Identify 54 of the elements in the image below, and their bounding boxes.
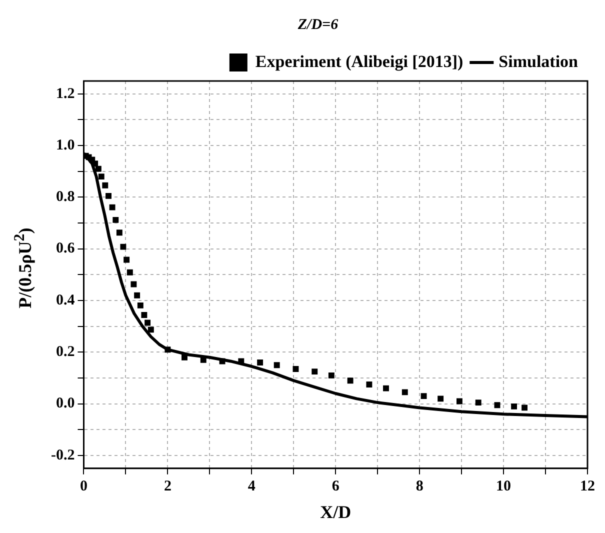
- point: [182, 354, 188, 360]
- x-tick-label: 10: [496, 478, 512, 494]
- point: [95, 166, 102, 172]
- point: [144, 320, 151, 326]
- point: [102, 182, 108, 188]
- point: [130, 281, 137, 288]
- x-tick-label: 4: [248, 478, 256, 494]
- x-tick-label: 0: [80, 478, 88, 494]
- point: [438, 396, 444, 402]
- y-tick-label: -0.2: [50, 447, 75, 464]
- point: [292, 366, 299, 372]
- legend-label: Simulation: [498, 52, 579, 71]
- legend-label: Experiment (Alibeigi [2013]): [255, 52, 464, 71]
- point: [219, 358, 226, 364]
- point: [347, 378, 354, 384]
- point: [274, 362, 280, 368]
- point: [137, 302, 144, 308]
- x-axis-title: X/D: [320, 502, 352, 522]
- y-tick-label: 0.2: [56, 344, 75, 360]
- point: [511, 403, 518, 410]
- x-tick-label: 8: [416, 478, 424, 494]
- point: [312, 368, 318, 375]
- y-tick-label: 0.6: [56, 240, 76, 257]
- point: [383, 385, 389, 392]
- point: [141, 312, 148, 318]
- point: [402, 389, 408, 396]
- point: [124, 256, 130, 263]
- point: [126, 269, 133, 276]
- point: [98, 174, 104, 180]
- point: [522, 404, 528, 411]
- point: [134, 292, 140, 298]
- point: [456, 398, 462, 404]
- y-tick-label: 0.8: [56, 189, 75, 206]
- y-tick-label: 0.0: [56, 396, 75, 412]
- point: [116, 230, 122, 236]
- point: [112, 216, 119, 223]
- point: [328, 372, 334, 378]
- point: [366, 381, 372, 388]
- point: [420, 393, 427, 400]
- point: [475, 400, 482, 406]
- y-tick-label: 1.2: [56, 86, 75, 102]
- point: [106, 192, 112, 199]
- point: [109, 204, 116, 210]
- y-tick-label: 1.0: [56, 137, 75, 154]
- point: [494, 402, 500, 408]
- x-tick-label: 12: [580, 478, 595, 494]
- point: [120, 244, 126, 250]
- point: [148, 326, 154, 333]
- x-tick-label: 2: [164, 478, 172, 494]
- x-tick-label: 6: [332, 478, 340, 494]
- chart-title: Z/D=6: [296, 16, 339, 33]
- point: [164, 346, 171, 353]
- y-tick-label: 0.4: [56, 292, 76, 308]
- point: [257, 360, 264, 366]
